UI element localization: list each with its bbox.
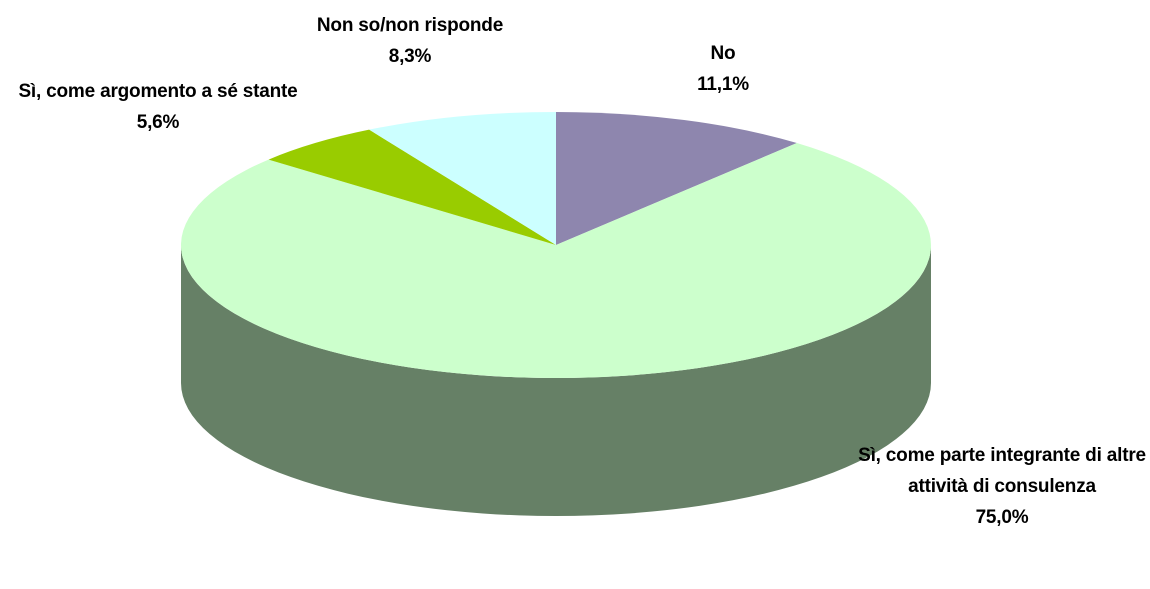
category-label: Sì, come argomento a sé stante (18, 81, 298, 102)
slice-label: Sì, come parte integrante di altre attiv… (857, 440, 1147, 533)
category-label: Sì, come parte integrante di altre attiv… (858, 445, 1146, 497)
category-label: Non so/non risponde (316, 15, 504, 36)
slice-label: No 11,1% (623, 38, 823, 100)
slice-label: Non so/non risponde 8,3% (260, 10, 560, 72)
category-label: No (710, 43, 736, 64)
slice-side (181, 245, 931, 516)
slice (268, 129, 556, 245)
value-label: 5,6% (136, 112, 180, 133)
value-label: 11,1% (697, 74, 749, 95)
slice (180, 143, 931, 378)
slice (369, 112, 556, 245)
slice-label: Sì, come argomento a sé stante 5,6% (8, 76, 308, 138)
value-label: 8,3% (388, 46, 432, 67)
slice (556, 112, 797, 245)
value-label: 75,0% (975, 507, 1029, 528)
